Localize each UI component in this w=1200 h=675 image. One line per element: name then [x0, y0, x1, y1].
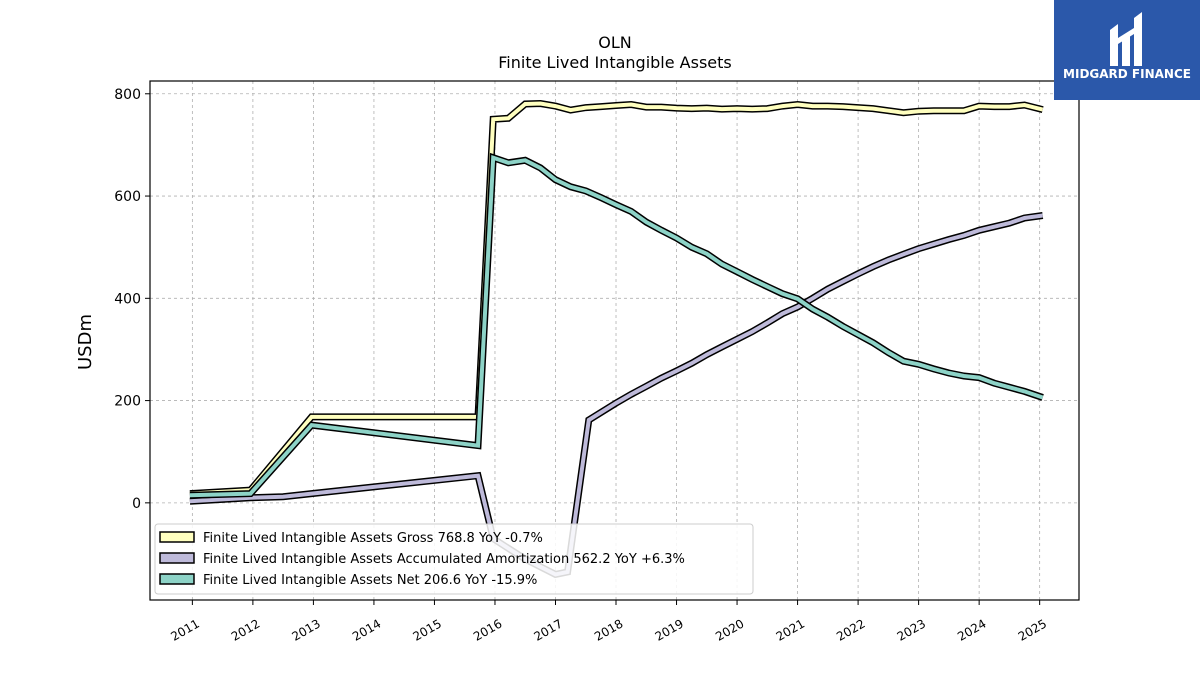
legend-box — [154, 523, 754, 595]
x-tick-label: 2021 — [774, 616, 807, 643]
x-tick-label: 2018 — [592, 616, 625, 643]
x-tick-label: 2025 — [1016, 616, 1049, 643]
y-tick-label: 600 — [114, 189, 141, 205]
x-tick-label: 2011 — [168, 616, 201, 643]
x-tick-label: 2015 — [410, 616, 443, 643]
x-tick-label: 2016 — [471, 616, 504, 643]
legend-entry: Finite Lived Intangible Assets Net 206.6… — [203, 573, 537, 588]
series-line — [189, 154, 1044, 498]
series-line-outline — [189, 152, 1044, 499]
plot-frame — [149, 80, 1080, 601]
x-tick-label: 2013 — [289, 616, 322, 643]
y-tick-label: 400 — [114, 291, 141, 307]
legend-swatch — [159, 552, 195, 564]
legend-swatch — [159, 573, 195, 585]
legend-entry: Finite Lived Intangible Assets Gross 768… — [203, 531, 543, 546]
x-tick-label: 2012 — [229, 616, 262, 643]
x-tick-label: 2014 — [350, 616, 383, 643]
y-tick-label: 0 — [132, 496, 141, 512]
legend-entry: Finite Lived Intangible Assets Accumulat… — [203, 552, 685, 567]
series-3 — [189, 152, 1044, 499]
y-axis-label: USDm — [75, 314, 96, 370]
series-1 — [189, 99, 1044, 498]
x-tick-label: 2017 — [532, 616, 565, 643]
logo-text: MIDGARD FINANCE — [1063, 67, 1191, 81]
x-tick-label: 2020 — [713, 616, 746, 643]
x-tick-label: 2022 — [834, 616, 867, 643]
y-tick-label: 200 — [114, 394, 141, 410]
legend-swatch — [159, 531, 195, 543]
x-tick-label: 2019 — [653, 616, 686, 643]
legend: Finite Lived Intangible Assets Gross 768… — [154, 523, 754, 595]
x-tick-label: 2023 — [895, 616, 928, 643]
logo-mark-icon — [1110, 12, 1142, 66]
chart-title: OLN — [598, 33, 631, 52]
series-line — [189, 101, 1044, 496]
y-tick-label: 800 — [114, 87, 141, 103]
midgard-finance-logo: MIDGARD FINANCE — [1054, 0, 1200, 100]
chart-subtitle: Finite Lived Intangible Assets — [498, 53, 731, 72]
x-tick-label: 2024 — [955, 616, 988, 643]
